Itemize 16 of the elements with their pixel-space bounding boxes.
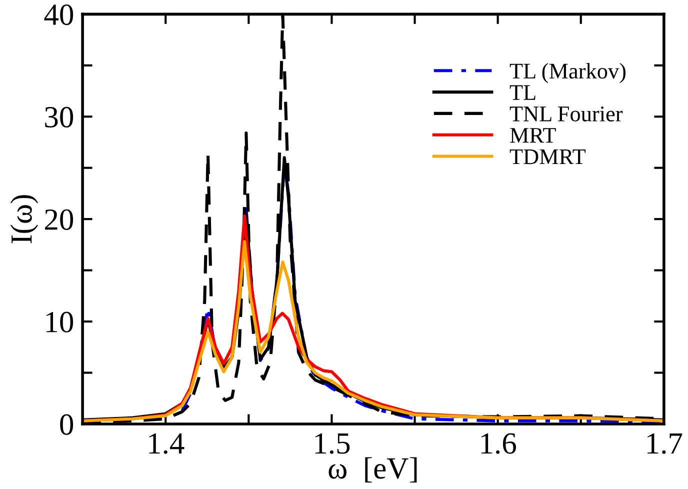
y-tick-label: 0	[60, 414, 74, 435]
x-tick-label: 1.7	[648, 433, 682, 454]
y-axis-title: I(ω)	[10, 195, 38, 244]
x-axis-title: ω [eV]	[328, 457, 417, 483]
legend-label: TL (Markov)	[510, 63, 626, 84]
legend-label: MRT	[510, 128, 556, 143]
legend-label: TL	[510, 85, 536, 100]
y-tick-label: 40	[44, 4, 74, 26]
x-tick-label: 1.6	[481, 433, 516, 454]
legend-label: TDMRT	[510, 149, 586, 164]
y-tick-label: 20	[45, 209, 74, 230]
x-tick-label: 1.4	[149, 433, 184, 454]
y-tick-label: 10	[46, 312, 74, 332]
x-tick-label: 1.5	[315, 433, 350, 454]
legend-label: TNL Fourier	[510, 106, 623, 122]
y-tick-label: 30	[45, 106, 74, 128]
